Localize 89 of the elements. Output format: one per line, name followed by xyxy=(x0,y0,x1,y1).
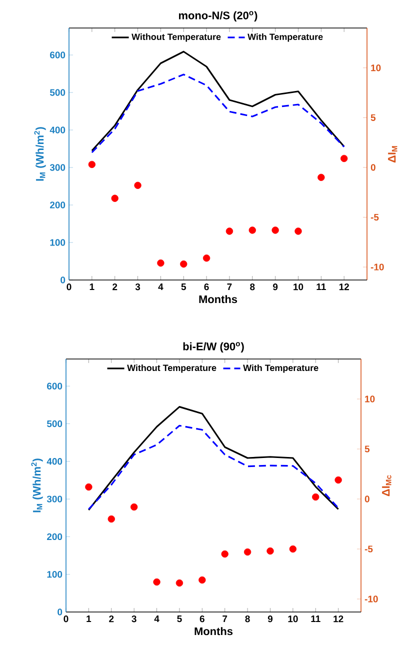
point xyxy=(266,547,274,555)
point xyxy=(272,226,279,234)
point xyxy=(176,579,184,587)
y-tick-label: 600 xyxy=(47,382,62,390)
y-tick-label: 200 xyxy=(47,533,62,540)
x-tick-label: 10 xyxy=(294,284,304,290)
point xyxy=(226,228,234,235)
x-axis-title: Months xyxy=(199,295,238,304)
point xyxy=(289,545,297,553)
chart-title: mono-N/S (20$^{o}$) xyxy=(178,11,258,22)
x-tick-label: 7 xyxy=(222,616,228,622)
y2-tick-label: -5 xyxy=(370,214,379,221)
x-tick-label: 1 xyxy=(90,284,94,290)
y-tick-label: 500 xyxy=(50,89,66,96)
y-tick-label: 0 xyxy=(60,276,66,284)
line-series xyxy=(91,74,345,154)
point xyxy=(248,226,256,234)
y2-tick-label: 0 xyxy=(364,496,370,502)
legend-label: Without Temperature xyxy=(132,33,221,42)
point xyxy=(85,483,92,491)
y-tick-label: 200 xyxy=(50,202,66,208)
chart-title: bi-E/W (90$^{o}$) xyxy=(183,342,244,352)
y-tick-label: 500 xyxy=(46,420,62,428)
point xyxy=(134,182,142,189)
point xyxy=(157,259,164,267)
line-series xyxy=(88,406,340,511)
point xyxy=(202,254,210,262)
x-tick-label: 3 xyxy=(132,616,136,622)
y2-tick-label: -5 xyxy=(364,546,373,552)
y2-tick-label: 10 xyxy=(371,64,381,72)
y-axis-title: I$_{M}$ (Wh/m$^{2}$) xyxy=(31,458,43,512)
y-tick-label: 0 xyxy=(58,608,62,616)
x-tick-label: 11 xyxy=(311,616,320,622)
y2-tick-label: 10 xyxy=(365,396,375,402)
point xyxy=(221,550,228,558)
y-tick-label: 400 xyxy=(50,126,66,134)
x-tick-label: 4 xyxy=(158,284,164,290)
legend-label: Without Temperature xyxy=(127,364,216,373)
x-tick-label: 8 xyxy=(250,284,255,290)
x-tick-label: 0 xyxy=(66,284,72,290)
point xyxy=(312,493,320,501)
point xyxy=(334,476,342,484)
x-tick-label: 7 xyxy=(227,284,232,290)
y-tick-label: 100 xyxy=(50,239,66,246)
y2-tick-label: -10 xyxy=(364,596,378,602)
x-tick-label: 6 xyxy=(200,616,204,622)
x-tick-label: 4 xyxy=(154,616,160,622)
point xyxy=(198,576,206,584)
x-tick-label: 6 xyxy=(204,284,209,290)
x-tick-label: 2 xyxy=(112,284,118,290)
x-tick-label: 8 xyxy=(245,616,250,622)
point xyxy=(244,548,252,556)
x-tick-label: 12 xyxy=(339,284,349,290)
y2-tick-label: 5 xyxy=(370,114,376,121)
point xyxy=(130,503,138,511)
x-axis-title: Months xyxy=(194,627,233,636)
point xyxy=(340,154,348,162)
point xyxy=(111,194,118,202)
line-series xyxy=(91,50,345,152)
y-tick-label: 600 xyxy=(50,52,66,58)
y2-tick-label: 0 xyxy=(370,164,376,171)
x-tick-label: 10 xyxy=(288,616,298,622)
y2-tick-label: 5 xyxy=(364,446,370,452)
x-tick-label: 1 xyxy=(86,616,92,622)
y-tick-label: 300 xyxy=(46,496,62,502)
point xyxy=(88,160,96,168)
point xyxy=(318,174,325,181)
y-axis-title: I$_{M}$ (Wh/m$^{2}$) xyxy=(34,127,46,181)
x-tick-label: 9 xyxy=(268,616,273,622)
point xyxy=(180,260,188,268)
y2-axis-title: ΔI$_{Mc}$ xyxy=(382,475,392,496)
line-series xyxy=(88,424,340,510)
x-tick-label: 5 xyxy=(177,616,182,622)
y2-tick-label: -10 xyxy=(370,264,384,270)
x-tick-label: 9 xyxy=(273,284,278,290)
point xyxy=(108,515,115,523)
x-tick-label: 5 xyxy=(181,284,186,290)
x-tick-label: 11 xyxy=(316,284,326,290)
x-tick-label: 2 xyxy=(109,616,114,622)
y2-axis-title: ΔI$_{M}$ xyxy=(388,146,398,162)
legend-label: With Temperature xyxy=(243,364,318,373)
x-tick-label: 3 xyxy=(135,284,140,290)
x-tick-label: 12 xyxy=(334,616,344,622)
y-tick-label: 300 xyxy=(50,164,66,171)
legend-label: With Temperature xyxy=(248,33,323,42)
y-tick-label: 400 xyxy=(46,458,62,465)
point xyxy=(153,578,160,586)
y-tick-label: 100 xyxy=(47,571,62,578)
point xyxy=(294,228,302,235)
